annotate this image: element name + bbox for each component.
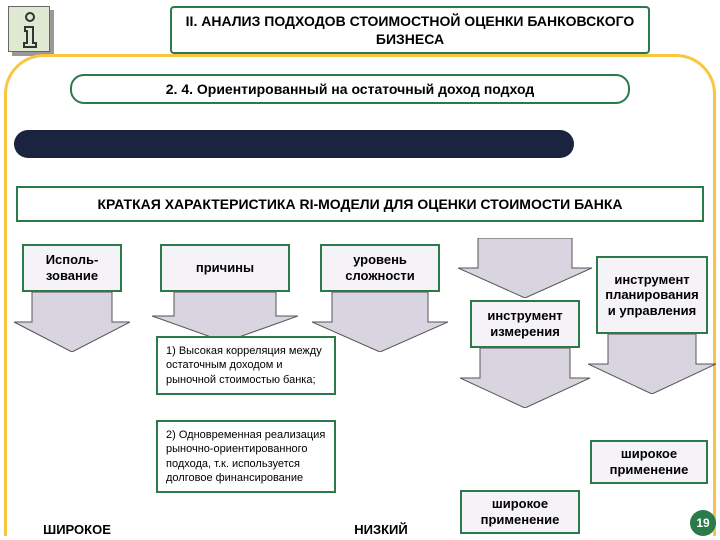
col-planning: инструмент планирования и управления	[596, 256, 708, 334]
arrow-measure	[460, 348, 590, 408]
col-measure: инструмент измерения	[470, 300, 580, 348]
label-wide: ШИРОКОЕ	[22, 522, 132, 537]
col-reasons: причины	[160, 244, 290, 292]
col-planning-text: инструмент планирования и управления	[602, 272, 702, 319]
label-app2-box: широкое применение	[590, 440, 708, 484]
subtitle-text: 2. 4. Ориентированный на остаточный дохо…	[166, 81, 534, 97]
label-app2-text: широкое применение	[596, 446, 702, 477]
reason-1-text: 1) Высокая корреляция между остаточным д…	[166, 345, 322, 386]
title-text: II. АНАЛИЗ ПОДХОДОВ СТОИМОСТНОЙ ОЦЕНКИ Б…	[180, 12, 640, 48]
reason-2-text: 2) Одновременная реализация рыночно-орие…	[166, 429, 325, 484]
page-number: 19	[690, 510, 716, 536]
characteristic-box: КРАТКАЯ ХАРАКТЕРИСТИКА RI-МОДЕЛИ ДЛЯ ОЦЕ…	[16, 186, 704, 222]
page-number-text: 19	[696, 516, 709, 530]
col-reasons-text: причины	[196, 260, 254, 276]
arrow-usage	[14, 292, 130, 352]
arrow-reasons	[152, 292, 298, 342]
col-complexity: уровень сложности	[320, 244, 440, 292]
reason-1: 1) Высокая корреляция между остаточным д…	[156, 336, 336, 395]
label-app1-box: широкое применение	[460, 490, 580, 534]
subtitle-bar: 2. 4. Ориентированный на остаточный дохо…	[70, 74, 630, 104]
arrow-planning	[588, 334, 716, 394]
arrow-measure-top	[458, 238, 592, 298]
dark-pill	[14, 130, 574, 158]
label-low: НИЗКИЙ	[336, 522, 426, 537]
label-app1-text: широкое применение	[466, 496, 574, 527]
col-complexity-text: уровень сложности	[326, 252, 434, 283]
info-icon-box	[8, 6, 50, 52]
title-bar: II. АНАЛИЗ ПОДХОДОВ СТОИМОСТНОЙ ОЦЕНКИ Б…	[170, 6, 650, 54]
label-low-text: НИЗКИЙ	[354, 522, 408, 537]
info-icon	[17, 11, 43, 49]
characteristic-text: КРАТКАЯ ХАРАКТЕРИСТИКА RI-МОДЕЛИ ДЛЯ ОЦЕ…	[97, 196, 622, 212]
col-usage-text: Исполь- зование	[46, 252, 99, 283]
col-measure-text: инструмент измерения	[476, 308, 574, 339]
reason-2: 2) Одновременная реализация рыночно-орие…	[156, 420, 336, 493]
col-usage: Исполь- зование	[22, 244, 122, 292]
label-wide-text: ШИРОКОЕ	[43, 522, 111, 537]
